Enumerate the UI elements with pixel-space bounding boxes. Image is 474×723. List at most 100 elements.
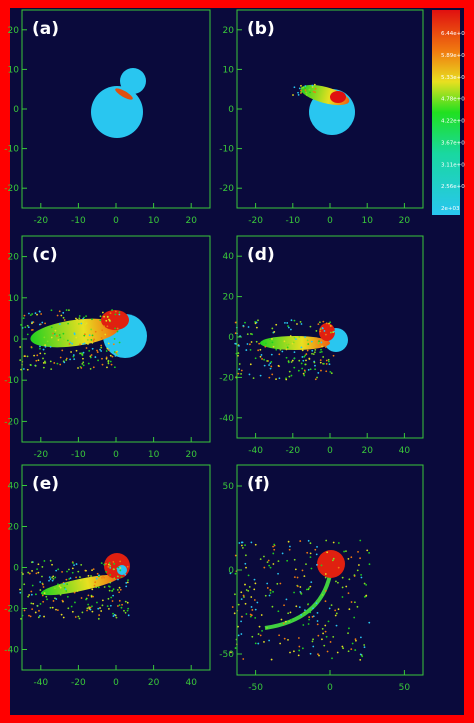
particle [118, 586, 121, 589]
particle [68, 343, 71, 345]
particle [311, 640, 314, 643]
particle [365, 583, 368, 586]
particle [315, 602, 318, 605]
particle [300, 84, 302, 87]
particle [295, 605, 298, 608]
particle [250, 332, 252, 335]
particle [240, 620, 243, 623]
particle [293, 366, 296, 369]
particle [325, 322, 328, 325]
particle [234, 647, 237, 649]
particle [341, 596, 344, 598]
particle [332, 557, 335, 560]
particle [89, 367, 92, 370]
particle [58, 310, 61, 313]
particle [291, 359, 294, 362]
particle [277, 560, 280, 563]
particle [85, 315, 87, 318]
particle [64, 588, 67, 591]
particle [246, 333, 249, 336]
particle [266, 360, 269, 362]
panel-label: (b) [247, 19, 275, 39]
particle [303, 369, 306, 372]
particle [50, 336, 53, 339]
particle [55, 608, 57, 611]
particle [277, 572, 279, 575]
particle [97, 617, 100, 620]
particle [368, 563, 371, 566]
particle [315, 553, 318, 556]
particle [41, 583, 44, 586]
particle [321, 627, 324, 630]
particle [100, 337, 103, 339]
particle [117, 578, 119, 581]
particle [300, 323, 303, 325]
particle [309, 556, 312, 559]
particle [73, 564, 75, 567]
particle [268, 564, 271, 567]
particle [272, 545, 274, 548]
x-tick-label: -20 [285, 446, 300, 456]
particle [95, 577, 98, 580]
particle [103, 315, 105, 318]
particle [281, 350, 284, 353]
particle [324, 624, 327, 627]
particle [94, 356, 97, 358]
x-tick-label: -20 [71, 678, 86, 688]
particle [74, 601, 76, 604]
particle [53, 362, 56, 364]
particle [76, 590, 79, 592]
particle [300, 89, 302, 92]
particle [350, 556, 353, 559]
particle [63, 586, 66, 589]
particle [335, 624, 338, 627]
particle [254, 322, 257, 325]
particle [114, 310, 117, 313]
particle [259, 348, 262, 351]
particle [99, 315, 102, 318]
particle [263, 364, 266, 367]
particle [109, 566, 112, 569]
particle [334, 614, 337, 617]
particle [65, 309, 68, 311]
core [330, 91, 346, 103]
particle [97, 607, 100, 610]
particle [65, 590, 68, 592]
particle [49, 360, 52, 363]
stream [115, 88, 133, 100]
x-tick-label: 0 [327, 446, 333, 456]
particle [126, 601, 129, 604]
particle [271, 338, 273, 340]
particle [87, 574, 90, 577]
particle [258, 342, 261, 345]
particle [270, 361, 273, 363]
particle [321, 327, 324, 330]
particle [244, 602, 247, 605]
particle [360, 573, 363, 576]
particle [313, 361, 316, 364]
particle [322, 632, 325, 635]
particle [42, 357, 44, 360]
particle [56, 314, 59, 317]
particle [286, 559, 289, 562]
particle [37, 616, 40, 619]
particle [355, 639, 357, 642]
particle [92, 339, 95, 342]
particle [107, 563, 110, 566]
particle [320, 348, 322, 351]
particle [34, 312, 37, 315]
particle [304, 609, 306, 612]
particle [43, 592, 46, 595]
particle [91, 569, 93, 572]
particle [103, 576, 106, 579]
particle [113, 351, 116, 353]
particle [98, 574, 100, 577]
particle [108, 318, 110, 321]
particle [279, 642, 282, 645]
particle [105, 570, 108, 573]
particle [320, 369, 322, 372]
x-tick-label: 0 [113, 216, 119, 226]
particle [91, 588, 94, 591]
particle [105, 357, 108, 360]
particle [74, 616, 77, 618]
